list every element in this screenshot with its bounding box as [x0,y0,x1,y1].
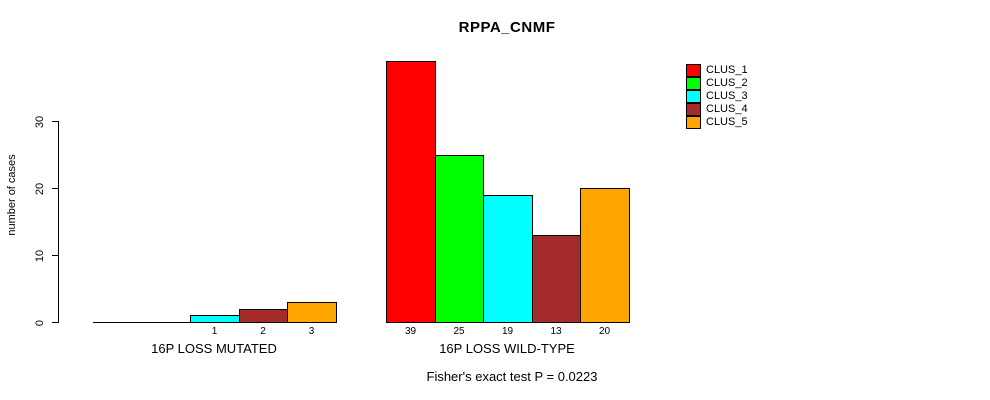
legend-swatch-clus-1 [686,64,701,77]
legend-label: CLUS_4 [706,103,748,115]
bar-value-label: 2 [260,326,266,337]
bar [531,234,581,323]
bar-value-label: 1 [211,326,218,337]
legend-swatch-clus-3 [686,90,701,103]
legend-swatch-clus-4 [686,103,701,116]
bar-value-label: 19 [501,326,514,337]
y-tick-label: 30 [34,115,46,128]
bar-value-label: 13 [550,326,562,337]
chart-title: RPPA_CNMF [458,19,556,36]
bar-value-label: 20 [598,326,611,337]
y-tick [52,255,58,256]
y-tick-label: 20 [34,182,46,195]
y-axis-line [58,121,59,323]
legend-row: CLUS_4 [686,103,748,116]
legend-label: CLUS_1 [706,64,748,76]
y-tick [52,121,58,122]
legend-label: CLUS_5 [706,116,748,128]
y-axis-label: number of cases [6,154,18,236]
legend-row: CLUS_5 [686,116,748,129]
legend-row: CLUS_2 [686,77,748,90]
group-label-mutated: 16P LOSS MUTATED [151,341,277,356]
bar-value-label: 25 [453,326,465,337]
legend-swatch-clus-2 [686,77,701,90]
y-tick [52,322,58,323]
legend-swatch-clus-5 [686,116,701,129]
legend-row: CLUS_3 [686,90,748,103]
bar [190,315,240,323]
y-tick-label: 0 [34,319,46,326]
bar [238,308,288,323]
fisher-test-annotation: Fisher's exact test P = 0.0223 [426,369,598,384]
y-tick-label: 10 [34,249,46,262]
legend-label: CLUS_3 [706,90,748,102]
bar-value-label: 39 [404,326,417,337]
bar [434,154,484,323]
legend-row: CLUS_1 [686,64,748,77]
legend: CLUS_1 CLUS_2 CLUS_3 CLUS_4 CLUS_5 [686,64,748,129]
bar [483,194,533,323]
bar [386,60,436,323]
legend-label: CLUS_2 [706,77,748,89]
bar-value-label: 3 [308,326,315,337]
bar [580,188,630,323]
group-label-wildtype: 16P LOSS WILD-TYPE [439,341,575,356]
y-tick [52,188,58,189]
bar [287,301,337,323]
